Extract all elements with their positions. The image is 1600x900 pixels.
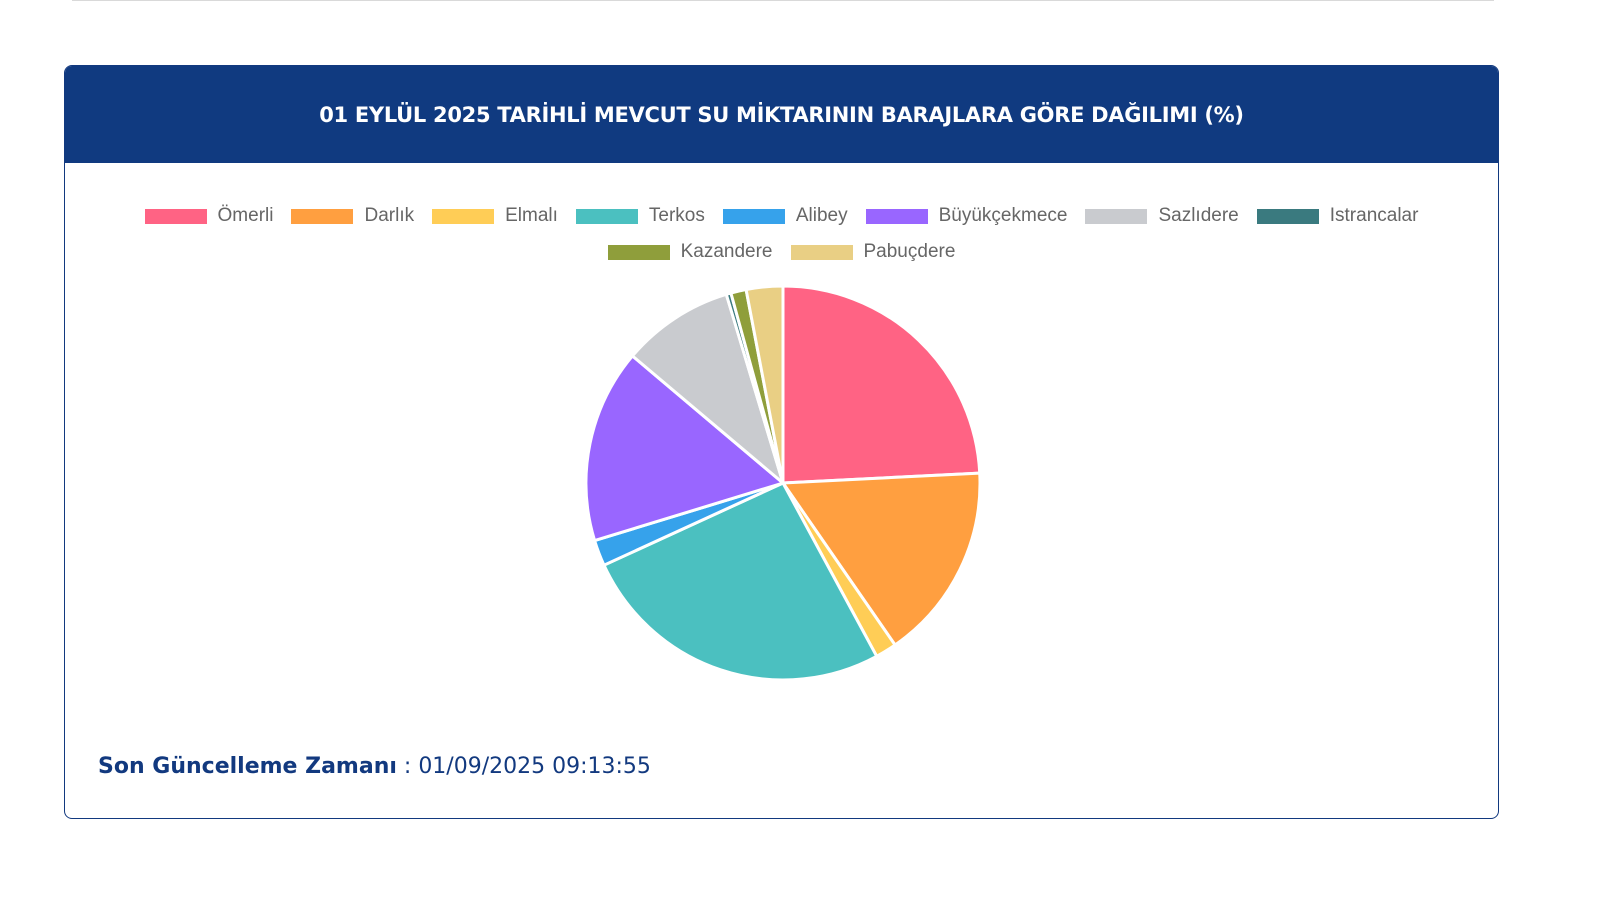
legend-label: Darlık (364, 205, 415, 226)
legend-swatch (1085, 208, 1148, 224)
legend-swatch (607, 244, 670, 260)
legend-item[interactable]: Büyükçekmece (865, 205, 1068, 226)
pie-slice[interactable] (781, 471, 982, 647)
legend-swatch (575, 208, 638, 224)
last-update: Son Güncelleme Zamanı : 01/09/2025 09:13… (98, 754, 651, 779)
pie-chart (584, 284, 982, 682)
legend-item[interactable]: Darlık (291, 205, 415, 226)
legend-swatch (1256, 208, 1319, 224)
chart-legend: Ömerli Darlık Elmalı Terkos Alibey Büyükçekme… (105, 205, 1458, 262)
legend-item[interactable]: Sazlıdere (1085, 205, 1239, 226)
legend-item[interactable]: Pabuçdere (790, 241, 956, 262)
last-update-separator: : (396, 754, 419, 779)
legend-swatch (144, 208, 207, 224)
legend-swatch (790, 244, 853, 260)
legend-label: Pabuçdere (863, 241, 956, 262)
legend-label: Terkos (648, 205, 705, 226)
legend-item[interactable]: Terkos (575, 205, 705, 226)
legend-label: Ömerli (217, 205, 274, 226)
pie-slice[interactable] (744, 284, 785, 485)
legend-item[interactable]: Kazandere (607, 241, 773, 262)
legend-item[interactable]: Elmalı (432, 205, 558, 226)
pie-slice[interactable] (602, 481, 879, 682)
legend-swatch (291, 208, 354, 224)
legend-label: Sazlıdere (1158, 205, 1239, 226)
card-header: 01 EYLÜL 2025 TARİHLİ MEVCUT SU MİKTARIN… (65, 66, 1498, 163)
legend-item[interactable]: Alibey (722, 205, 848, 226)
last-update-value: 01/09/2025 09:13:55 (418, 754, 651, 779)
legend-item[interactable]: Ömerli (144, 205, 274, 226)
legend-swatch (865, 208, 928, 224)
pie-slice[interactable] (584, 354, 785, 543)
chart-title: 01 EYLÜL 2025 TARİHLİ MEVCUT SU MİKTARIN… (319, 102, 1244, 127)
legend-label: Kazandere (680, 241, 773, 262)
legend-swatch (722, 208, 785, 224)
legend-item[interactable]: Istrancalar (1256, 205, 1419, 226)
legend-label: Büyükçekmece (938, 205, 1068, 226)
legend-label: Alibey (795, 205, 848, 226)
pie-slice[interactable] (630, 292, 785, 485)
legend-label: Elmalı (505, 205, 558, 226)
legend-label: Istrancalar (1329, 205, 1419, 226)
top-divider (72, 0, 1494, 1)
legend-swatch (432, 208, 495, 224)
pie-slice[interactable] (781, 284, 982, 485)
chart-card: 01 EYLÜL 2025 TARİHLİ MEVCUT SU MİKTARIN… (64, 65, 1499, 819)
last-update-label: Son Güncelleme Zamanı (98, 754, 397, 779)
